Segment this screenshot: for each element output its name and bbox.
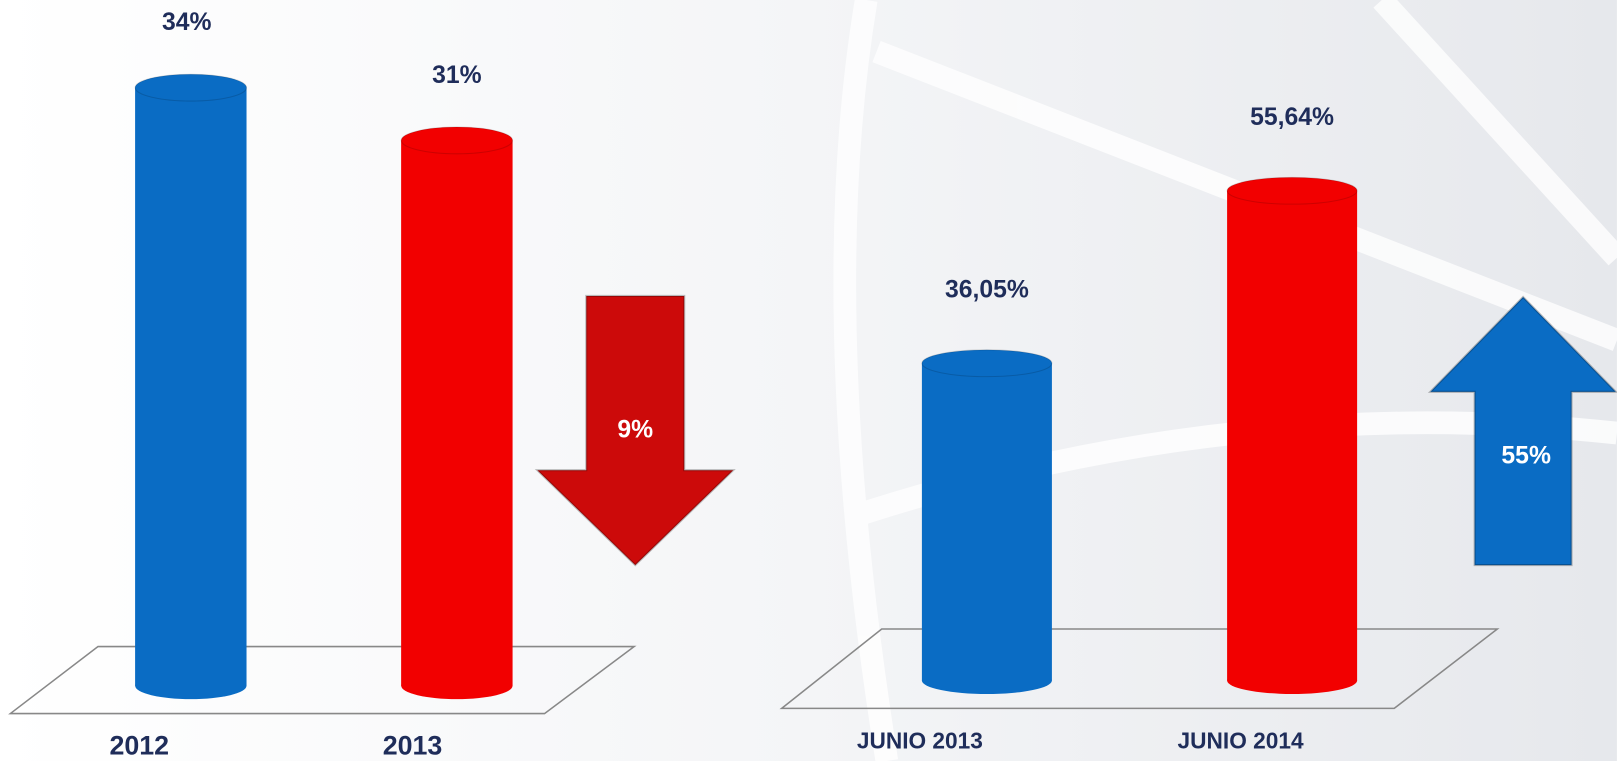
bar-shading bbox=[921, 363, 1052, 681]
bar-shading bbox=[401, 140, 513, 686]
trend-arrow bbox=[1427, 295, 1617, 567]
bar-top bbox=[400, 126, 514, 155]
value-label: 55,64% bbox=[1250, 104, 1334, 131]
bar-shading bbox=[1227, 190, 1358, 681]
trend-label: 55% bbox=[1501, 442, 1551, 469]
category-label: 2012 bbox=[109, 731, 169, 761]
trend-label: 9% bbox=[617, 417, 653, 444]
value-label: 36,05% bbox=[945, 277, 1029, 304]
trend-arrow bbox=[534, 294, 736, 567]
bar-top bbox=[1226, 176, 1358, 205]
bar-top bbox=[921, 349, 1053, 378]
value-label: 34% bbox=[162, 9, 212, 36]
bar-top bbox=[134, 73, 248, 102]
value-label: 31% bbox=[432, 62, 482, 89]
charts: 34% 2012 31% 2013 9% 36,05% JUNIO 2013 55,64% JU… bbox=[8, 9, 1617, 761]
category-label: 2013 bbox=[383, 731, 443, 761]
bar-shading bbox=[135, 87, 247, 686]
category-label: JUNIO 2014 bbox=[1178, 727, 1304, 753]
category-label: JUNIO 2013 bbox=[857, 727, 983, 753]
